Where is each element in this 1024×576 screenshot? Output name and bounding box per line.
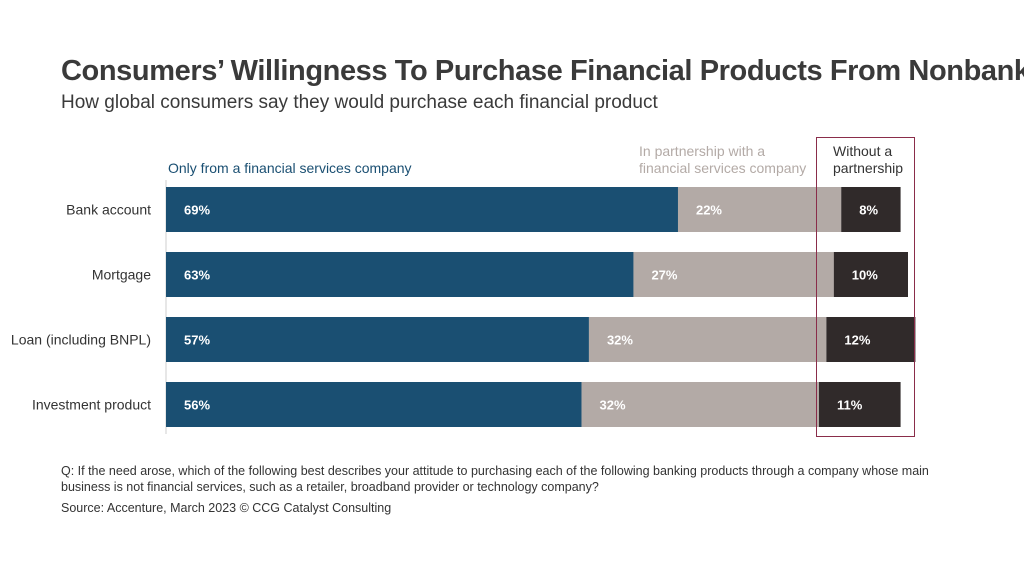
legend-only-financial-services: Only from a financial services company <box>168 160 412 176</box>
bar-segment-bank-account-in-partnership-with-a-financial-services-company <box>677 187 842 232</box>
data-label-mortgage-in-partnership-with-a-financial-services-company: 27% <box>651 268 677 283</box>
legend-without-partnership: Without a partnership <box>833 143 904 176</box>
bar-segment-mortgage-without-a-partnership <box>833 252 908 297</box>
category-label-loan-including-bnpl: Loan (including BNPL) <box>11 332 151 348</box>
data-label-mortgage-only-from-a-financial-services-company: 63% <box>184 268 210 283</box>
survey-question-footnote: Q: If the need arose, which of the follo… <box>61 464 929 494</box>
bar-segment-mortgage-only-from-a-financial-services-company <box>166 252 634 297</box>
data-label-bank-account-only-from-a-financial-services-company: 69% <box>184 203 210 218</box>
category-label-mortgage: Mortgage <box>92 267 151 283</box>
data-label-bank-account-in-partnership-with-a-financial-services-company: 22% <box>696 203 722 218</box>
bar-segment-bank-account-only-from-a-financial-services-company <box>166 187 678 232</box>
data-label-investment-product-only-from-a-financial-services-company: 56% <box>184 398 210 413</box>
data-label-loan-including-bnpl-only-from-a-financial-services-company: 57% <box>184 333 210 348</box>
data-label-bank-account-without-a-partnership: 8% <box>859 203 878 218</box>
bar-segment-bank-account-without-a-partnership <box>841 187 901 232</box>
chart-title: Consumers’ Willingness To Purchase Finan… <box>61 55 1024 87</box>
data-label-loan-including-bnpl-without-a-partnership: 12% <box>844 333 870 348</box>
legend-in-partnership: In partnership with a financial services… <box>639 143 807 176</box>
category-label-investment-product: Investment product <box>32 397 151 413</box>
bar-segment-investment-product-in-partnership-with-a-financial-services-company <box>581 382 819 427</box>
bar-segment-loan-including-bnpl-without-a-partnership <box>826 317 916 362</box>
data-label-investment-product-in-partnership-with-a-financial-services-company: 32% <box>600 398 626 413</box>
category-label-bank-account: Bank account <box>66 202 151 218</box>
source-note: Source: Accenture, March 2023 © CCG Cata… <box>61 501 392 515</box>
bar-segment-investment-product-only-from-a-financial-services-company <box>166 382 582 427</box>
bar-segment-mortgage-in-partnership-with-a-financial-services-company <box>633 252 834 297</box>
data-label-mortgage-without-a-partnership: 10% <box>852 268 878 283</box>
bar-segment-loan-including-bnpl-only-from-a-financial-services-company <box>166 317 589 362</box>
data-label-loan-including-bnpl-in-partnership-with-a-financial-services-company: 32% <box>607 333 633 348</box>
bar-segment-investment-product-without-a-partnership <box>818 382 901 427</box>
bar-segment-loan-including-bnpl-in-partnership-with-a-financial-services-company <box>588 317 827 362</box>
chart-subtitle: How global consumers say they would purc… <box>61 92 658 113</box>
data-label-investment-product-without-a-partnership: 11% <box>837 398 863 413</box>
